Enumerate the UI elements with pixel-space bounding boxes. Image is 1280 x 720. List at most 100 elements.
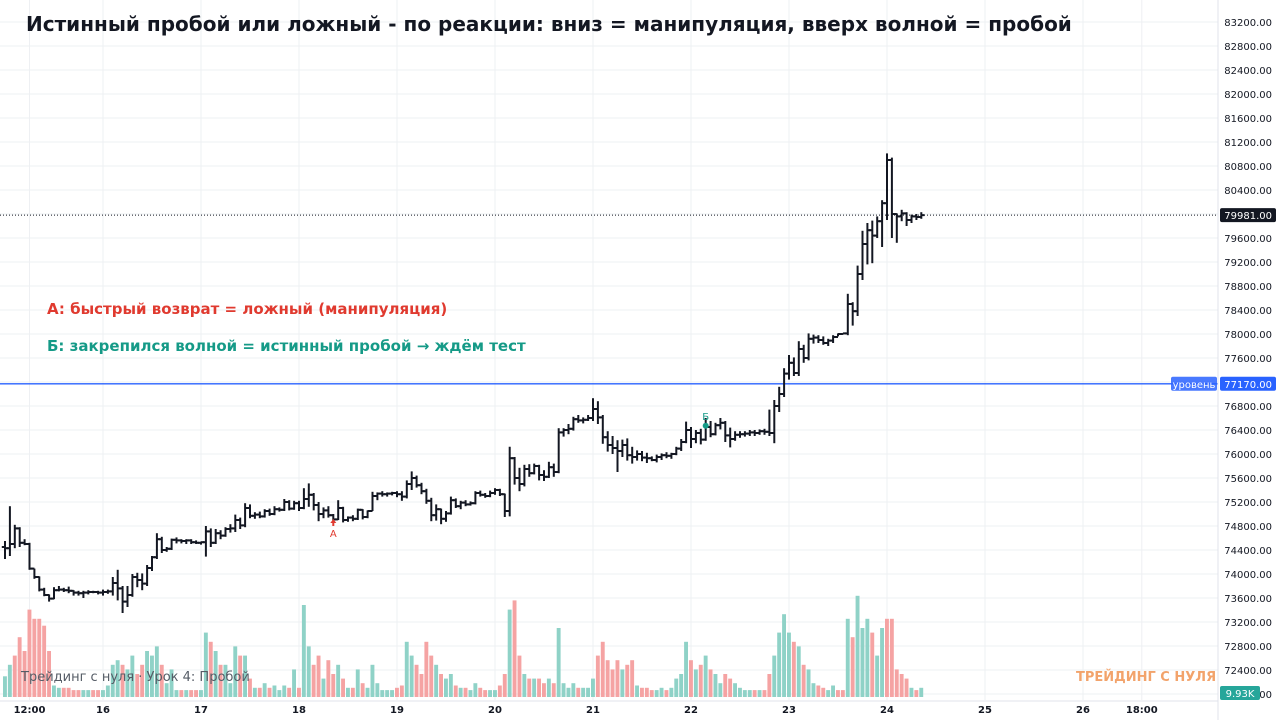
volume-bar bbox=[576, 687, 581, 697]
volume-bar bbox=[360, 683, 365, 697]
volume-bar bbox=[267, 687, 272, 697]
volume-bar bbox=[22, 651, 27, 697]
volume-bar bbox=[110, 664, 115, 697]
time-tick-label: 21 bbox=[586, 705, 600, 716]
ohlc-bar bbox=[16, 527, 23, 547]
volume-bar bbox=[693, 669, 698, 697]
lesson-watermark: Трейдинг с нуля · Урок 4: Пробой bbox=[21, 670, 250, 685]
volume-bar bbox=[145, 651, 149, 697]
volume-label: 9.93K bbox=[1226, 689, 1255, 700]
volume-bar bbox=[105, 685, 110, 697]
price-tick-label: 76400.00 bbox=[1224, 426, 1272, 437]
ohlc-bar bbox=[604, 431, 611, 452]
volume-bar bbox=[42, 625, 47, 697]
volume-bar bbox=[787, 632, 791, 697]
volume-bar bbox=[159, 664, 164, 697]
volume-bar bbox=[47, 651, 51, 697]
ohlc-bar bbox=[785, 355, 793, 380]
volume-bar bbox=[32, 618, 37, 697]
time-tick-label: 25 bbox=[978, 705, 992, 716]
price-tick-label: 80800.00 bbox=[1224, 162, 1272, 173]
volume-bar bbox=[620, 669, 625, 697]
volume-bar bbox=[385, 690, 390, 697]
ohlc-bar bbox=[692, 430, 700, 444]
ohlc-bar bbox=[437, 508, 445, 525]
price-tick-label: 74400.00 bbox=[1224, 546, 1272, 557]
volume-bar bbox=[346, 687, 350, 697]
volume-bar bbox=[806, 669, 811, 697]
volume-bar bbox=[698, 664, 703, 697]
volume-bar bbox=[277, 690, 282, 697]
volume-bar bbox=[635, 685, 639, 697]
ohlc-bar bbox=[241, 503, 249, 528]
price-axis[interactable]: 83200.00 82800.00 82400.00 82000.00 81600.00… bbox=[1217, 0, 1276, 720]
price-tick-label: 76000.00 bbox=[1224, 450, 1272, 461]
volume-bar bbox=[502, 674, 507, 697]
price-tick-label: 74800.00 bbox=[1224, 522, 1272, 533]
volume-bar bbox=[287, 687, 292, 697]
volume-bar bbox=[640, 687, 644, 697]
time-tick-label: 26 bbox=[1076, 705, 1090, 716]
volume-bar bbox=[767, 674, 772, 697]
ohlc-bar bbox=[874, 216, 881, 238]
volume-bar bbox=[777, 632, 782, 697]
volume-bar bbox=[537, 678, 541, 697]
ohlc-bar bbox=[624, 438, 631, 461]
level-name-tag bbox=[1171, 376, 1217, 391]
volume-bar bbox=[81, 690, 86, 697]
price-tick-label: 78000.00 bbox=[1224, 330, 1272, 341]
ohlc-bar bbox=[594, 401, 602, 424]
volume-bar bbox=[350, 687, 355, 697]
volume-bar bbox=[885, 618, 889, 697]
time-axis[interactable]: 12:00 16 17 18 19 20 21 22 23 24 25 26 18:00 bbox=[0, 700, 1218, 716]
volume-bar bbox=[551, 683, 556, 697]
volume-bar bbox=[169, 669, 174, 697]
price-tick-label: 80400.00 bbox=[1224, 186, 1272, 197]
volume-bar bbox=[135, 674, 140, 697]
ohlc-bar bbox=[109, 577, 116, 596]
volume-bar bbox=[630, 660, 635, 697]
volume-bar bbox=[189, 690, 194, 697]
volume-bar bbox=[434, 664, 439, 697]
ohlc-bar bbox=[428, 497, 435, 522]
volume-bar bbox=[728, 678, 733, 697]
price-tick-label: 82800.00 bbox=[1224, 42, 1272, 53]
volume-bar bbox=[301, 605, 306, 697]
ohlc-bar bbox=[335, 500, 342, 521]
volume-bar bbox=[654, 690, 659, 697]
volume-bar bbox=[762, 690, 767, 697]
volume-bar bbox=[644, 687, 649, 697]
volume-bar bbox=[497, 685, 502, 697]
ohlc-bar bbox=[795, 341, 802, 376]
volume-bar bbox=[836, 690, 840, 697]
ohlc-bar bbox=[124, 586, 131, 607]
volume-bar bbox=[439, 674, 443, 697]
time-tick-label: 17 bbox=[194, 705, 208, 716]
price-tick-label: 78400.00 bbox=[1224, 306, 1272, 317]
price-tick-label: 75200.00 bbox=[1224, 498, 1272, 509]
chart-title: Истинный пробой или ложный - по реакции:… bbox=[26, 12, 1072, 36]
volume-bar bbox=[713, 674, 718, 697]
volume-bar bbox=[791, 641, 796, 697]
volume-bar bbox=[904, 678, 909, 697]
ohlc-bar bbox=[555, 428, 562, 474]
ohlc-bar bbox=[682, 421, 690, 444]
volume-bar bbox=[478, 687, 483, 697]
volume-bar bbox=[194, 690, 198, 697]
ohlc-bar bbox=[6, 506, 14, 556]
volume-bar bbox=[723, 674, 728, 697]
volume-bar bbox=[473, 683, 478, 697]
volume-bar bbox=[297, 687, 301, 697]
volume-bar bbox=[718, 683, 723, 697]
volume-bar bbox=[414, 664, 419, 697]
volume-bar bbox=[855, 595, 860, 697]
volume-bar bbox=[664, 690, 669, 697]
volume-bar bbox=[252, 687, 257, 697]
volume-bar bbox=[213, 651, 218, 697]
ohlc-bar bbox=[878, 200, 886, 247]
reference-lines: уровень bbox=[0, 214, 1218, 391]
volume-bar bbox=[228, 683, 233, 697]
volume-bar bbox=[600, 641, 605, 697]
volume-bar bbox=[311, 664, 316, 697]
